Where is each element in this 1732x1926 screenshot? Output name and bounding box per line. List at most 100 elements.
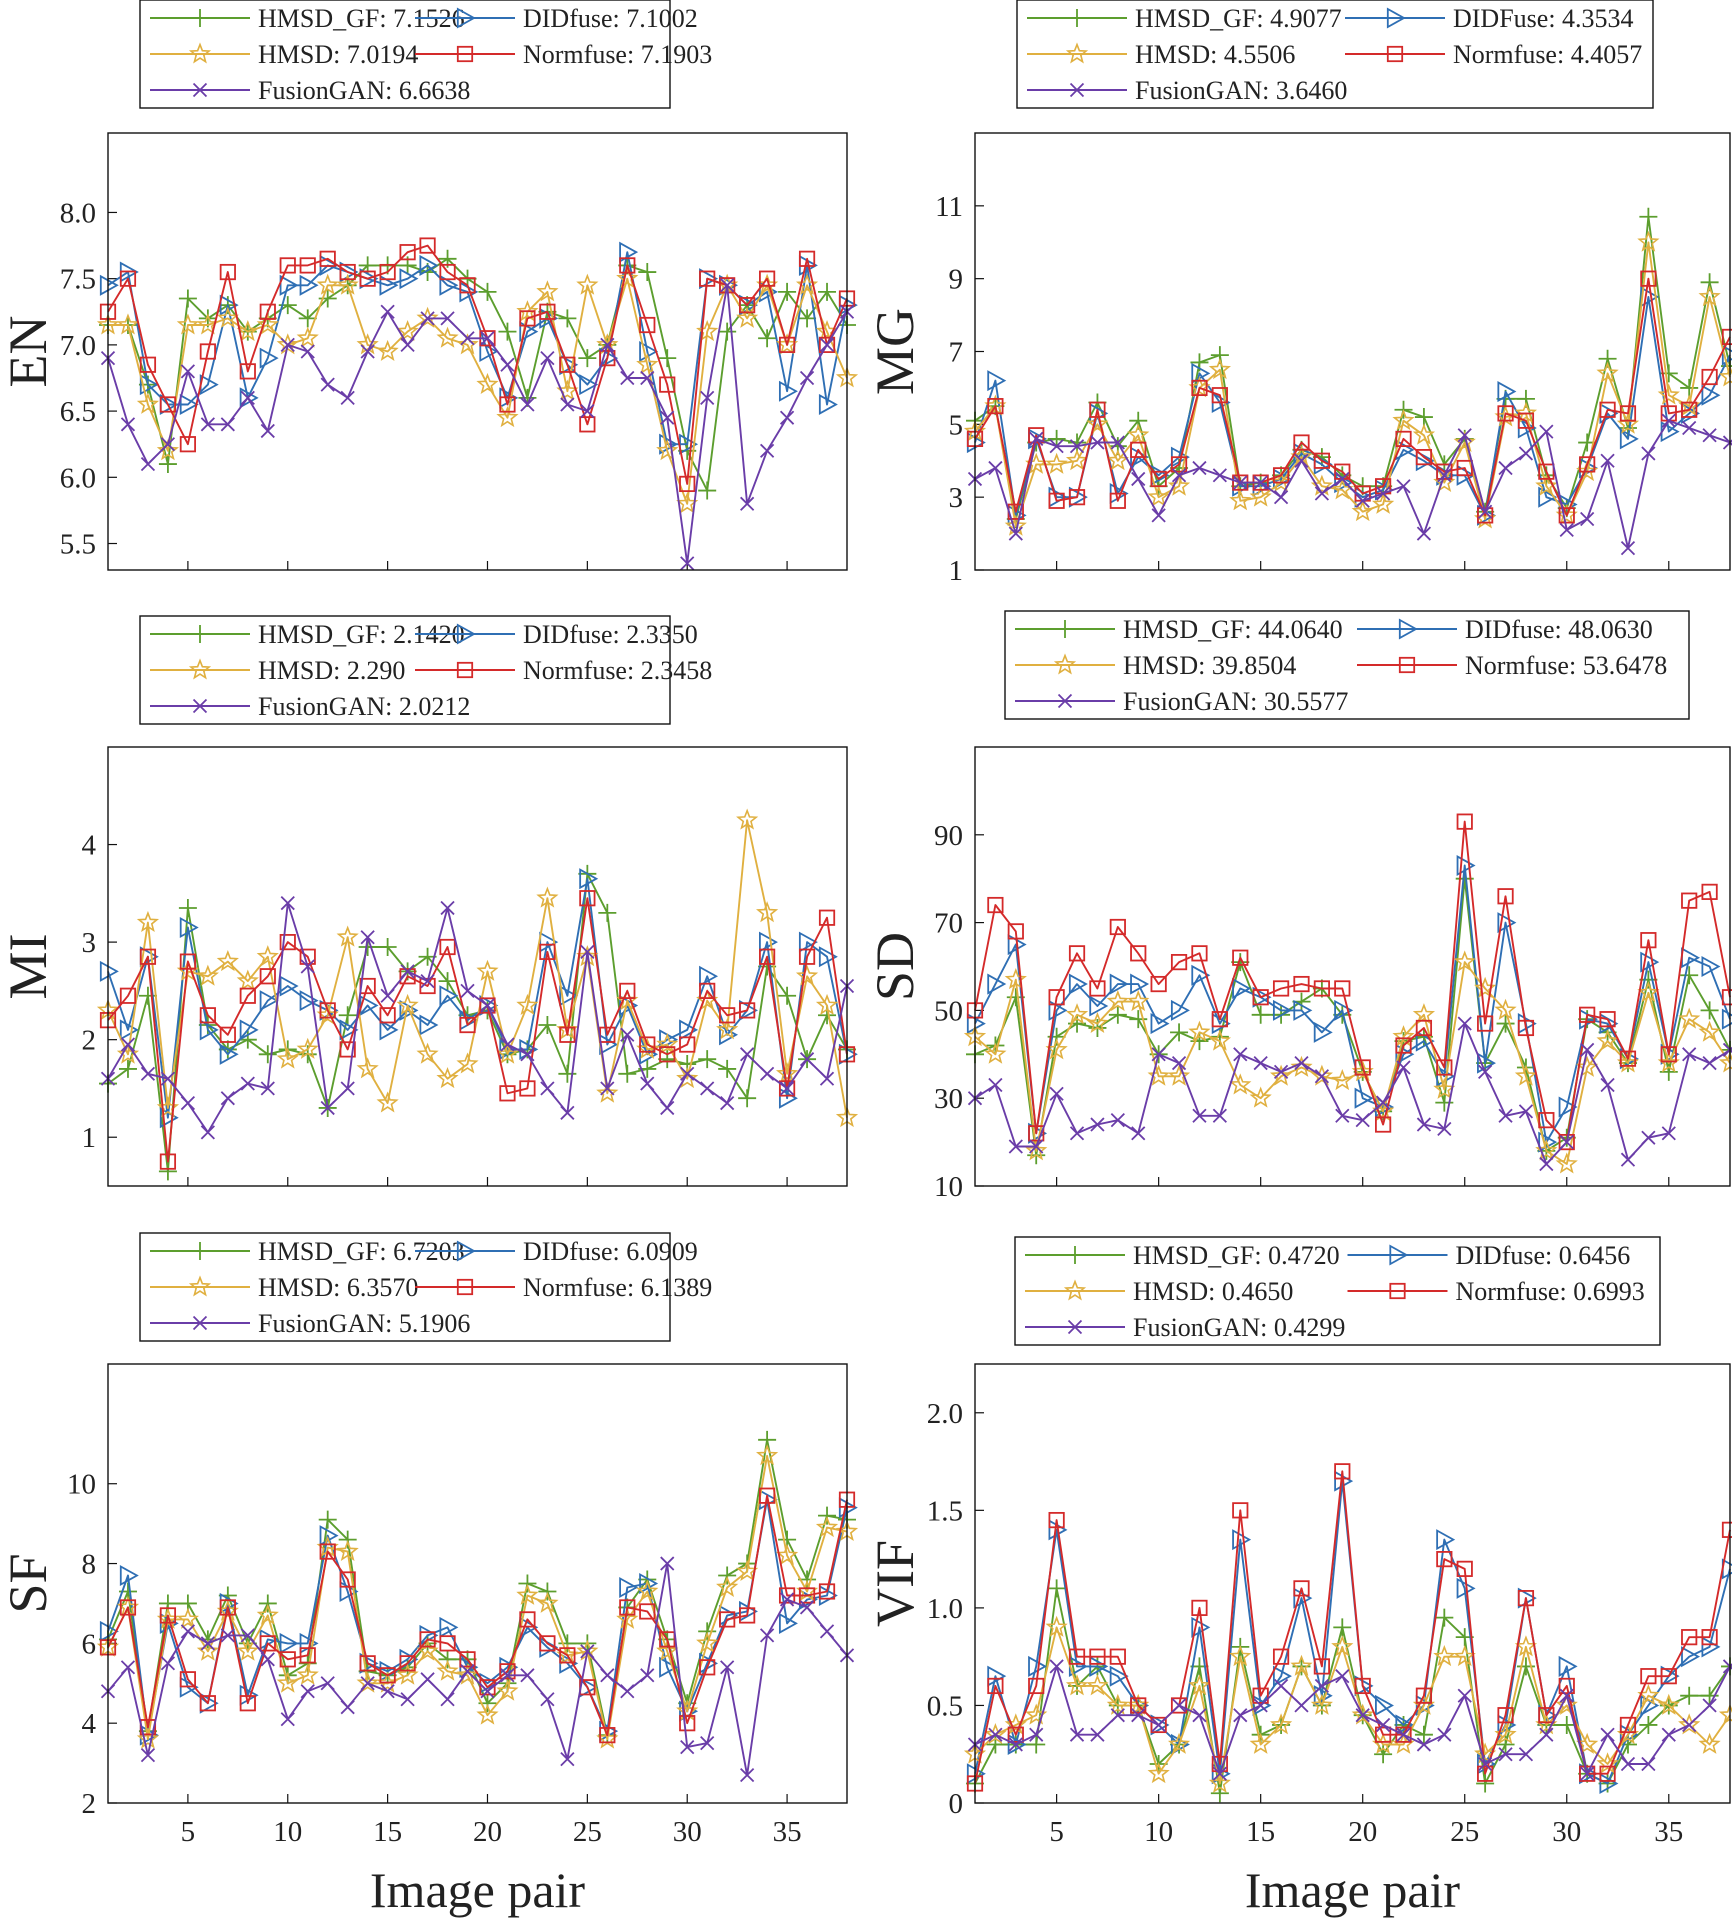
data-point (1660, 1668, 1677, 1685)
data-point (339, 1041, 356, 1058)
data-point (179, 1671, 196, 1688)
data-point (1170, 1697, 1188, 1714)
y-tick-label: 11 (935, 191, 963, 223)
data-point (436, 1067, 459, 1089)
data-point (1130, 973, 1150, 995)
data-point (1372, 492, 1395, 514)
data-point (356, 1057, 379, 1079)
data-point (699, 1659, 716, 1676)
data-point (1698, 1020, 1721, 1042)
data-point (256, 313, 279, 335)
data-point (1579, 456, 1596, 473)
data-point (680, 556, 695, 571)
plot-frame (974, 132, 1731, 571)
data-point (1065, 1674, 1089, 1696)
y-tick-label: 0 (949, 1788, 964, 1820)
series-line-DIDfuse (974, 1480, 1731, 1785)
data-point (1089, 980, 1106, 997)
data-point (118, 1059, 137, 1078)
legend-label: Normfuse: 2.3458 (523, 656, 712, 685)
data-point (379, 1019, 399, 1041)
data-point (778, 282, 797, 301)
legend-marker (1068, 9, 1086, 27)
data-point (240, 1628, 255, 1643)
data-point (1680, 1686, 1699, 1705)
data-point (1599, 1765, 1616, 1782)
plot-frame (107, 746, 848, 1187)
y-axis-label: MI (0, 934, 58, 1000)
legend-label: HMSD_GF: 0.4720 (1133, 1241, 1340, 1270)
data-point (1538, 463, 1555, 480)
data-point (1150, 975, 1167, 993)
data-point (656, 439, 679, 461)
x-axis-label: Image pair (1245, 1862, 1461, 1918)
legend-label: HMSD: 4.5506 (1135, 40, 1295, 69)
data-point (1415, 1687, 1433, 1704)
data-point (759, 931, 778, 953)
data-point (739, 1607, 756, 1624)
legend-marker (188, 658, 212, 680)
data-point (1477, 1052, 1496, 1074)
data-point (240, 1076, 255, 1091)
y-tick-label: 8.0 (60, 197, 96, 229)
data-point (1191, 964, 1211, 986)
y-axis-label: SD (865, 932, 925, 1001)
x-tick-label: 30 (673, 1816, 702, 1848)
data-point (1497, 912, 1517, 934)
data-point (1681, 1646, 1701, 1668)
legend-label: FusionGAN: 3.6460 (1135, 76, 1347, 105)
data-point (1273, 1678, 1289, 1694)
data-point (459, 1016, 476, 1034)
data-point (376, 1091, 399, 1113)
data-point (496, 1042, 519, 1064)
data-point (1068, 945, 1086, 962)
data-point (700, 390, 715, 405)
data-point (1355, 1708, 1370, 1723)
data-point (558, 1064, 577, 1083)
data-point (1069, 1126, 1085, 1141)
data-point (420, 1672, 435, 1687)
data-point (1333, 1618, 1352, 1637)
data-point (1229, 1073, 1252, 1095)
data-point (1682, 1717, 1697, 1733)
legend-marker (456, 1240, 476, 1262)
y-tick-label: 7.0 (60, 330, 96, 362)
legend-marker (188, 1275, 212, 1297)
data-point (1314, 1678, 1330, 1694)
data-point (416, 306, 439, 328)
data-point (1331, 1635, 1354, 1657)
y-tick-label: 2 (82, 1788, 97, 1820)
data-point (1701, 955, 1721, 978)
data-point (778, 1080, 796, 1097)
data-point (139, 948, 157, 965)
data-point (1640, 270, 1657, 287)
data-point (1211, 1011, 1228, 1028)
data-point (616, 266, 639, 289)
data-point (1351, 500, 1374, 522)
data-point (1700, 1686, 1719, 1705)
data-point (1090, 435, 1105, 450)
data-point (436, 326, 459, 348)
data-point (1167, 1732, 1191, 1754)
data-point (1415, 1019, 1433, 1037)
data-point (340, 390, 355, 405)
data-point (739, 297, 756, 314)
data-point (500, 1037, 515, 1052)
data-point (1354, 1059, 1371, 1076)
data-point (280, 337, 295, 352)
data-point (496, 1679, 519, 1701)
data-point (1047, 429, 1066, 448)
data-point (1600, 1077, 1615, 1093)
data-point (1293, 434, 1310, 451)
series-DIDfuse (99, 241, 858, 455)
data-point (1576, 1055, 1599, 1077)
data-point (1025, 1139, 1048, 1161)
data-point (1249, 1732, 1272, 1754)
y-axis-label: EN (0, 316, 58, 388)
data-point (360, 1676, 375, 1691)
data-point (1681, 401, 1698, 418)
data-point (560, 1751, 575, 1767)
series-line-FusionGAN (107, 284, 848, 565)
data-point (1639, 207, 1658, 226)
data-point (1029, 431, 1044, 447)
